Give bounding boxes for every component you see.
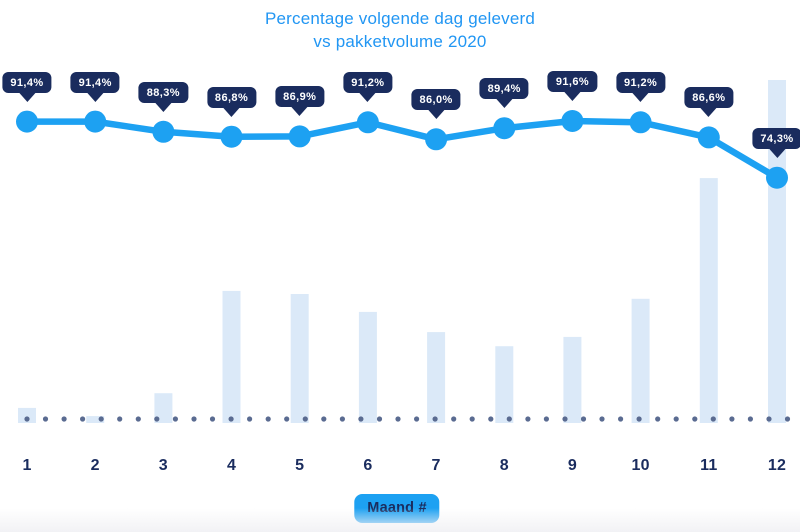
baseline-dot xyxy=(172,416,178,422)
baseline-dot xyxy=(525,416,531,422)
line-marker-month-3 xyxy=(152,120,175,143)
line-marker-month-2 xyxy=(84,110,107,133)
volume-bar-month-4 xyxy=(222,290,241,423)
volume-bar-month-5 xyxy=(290,294,309,423)
x-tick-label-6: 6 xyxy=(363,457,373,474)
volume-bar-month-11 xyxy=(699,178,718,423)
baseline-dot xyxy=(655,416,661,422)
line-marker-month-5 xyxy=(288,125,311,148)
baseline-dot xyxy=(98,416,104,422)
line-marker-month-10 xyxy=(629,111,652,134)
volume-bar-series xyxy=(18,80,786,423)
baseline-dot xyxy=(339,416,345,422)
baseline-dot xyxy=(358,416,364,422)
line-marker-month-1 xyxy=(16,110,38,133)
x-tick-label-11: 11 xyxy=(700,457,718,474)
baseline-dot xyxy=(636,416,642,422)
value-badge-month-3: 88,3% xyxy=(138,81,188,103)
x-tick-label-10: 10 xyxy=(631,457,650,474)
baseline-dot xyxy=(80,416,86,422)
baseline-dot xyxy=(432,416,438,422)
baseline-dot xyxy=(469,416,475,422)
delivery-percentage-line xyxy=(23,117,781,181)
baseline-dot xyxy=(766,416,772,422)
dotted-baseline xyxy=(24,416,791,422)
baseline-dot xyxy=(376,416,383,422)
baseline-dot xyxy=(247,416,253,422)
value-badge-month-12: 74,3% xyxy=(752,127,800,149)
value-badge-month-2: 91,4% xyxy=(70,71,120,93)
volume-bar-month-12 xyxy=(768,80,786,423)
value-badge-month-6: 91,2% xyxy=(343,72,393,94)
value-badge-month-1: 91,4% xyxy=(2,71,52,93)
x-tick-label-8: 8 xyxy=(499,457,509,474)
baseline-dot xyxy=(284,416,290,422)
baseline-dot xyxy=(265,416,271,422)
volume-bar-month-2 xyxy=(86,416,105,423)
baseline-dot xyxy=(506,416,512,422)
value-badge-month-10: 91,2% xyxy=(616,72,666,94)
x-tick-label-2: 2 xyxy=(90,457,100,474)
baseline-dot xyxy=(302,416,308,422)
volume-bar-month-8 xyxy=(495,346,514,423)
baseline-dot xyxy=(451,416,457,422)
baseline-dot xyxy=(729,416,735,422)
chart-title-line1: Percentage volgende dag geleverd xyxy=(264,9,536,28)
x-tick-label-3: 3 xyxy=(158,457,168,474)
volume-bar-month-1 xyxy=(18,407,36,423)
line-marker-month-7 xyxy=(425,128,448,151)
chart-title: Percentage volgende dag geleverd vs pakk… xyxy=(0,7,800,53)
value-badge-month-4: 86,8% xyxy=(206,86,257,108)
baseline-dot xyxy=(784,416,791,422)
baseline-dot xyxy=(209,416,216,422)
baseline-dot xyxy=(618,416,624,422)
baseline-dot xyxy=(321,416,327,422)
baseline-dot xyxy=(191,416,197,422)
volume-bar-month-7 xyxy=(427,332,446,423)
value-badge-month-7: 86,0% xyxy=(411,89,461,111)
baseline-dot xyxy=(154,416,160,422)
line-marker-month-8 xyxy=(493,117,516,140)
line-marker-month-6 xyxy=(356,111,379,134)
baseline-dot xyxy=(543,416,550,422)
x-tick-label-4: 4 xyxy=(226,457,237,474)
x-tick-label-1: 1 xyxy=(22,457,32,474)
line-marker-month-11 xyxy=(697,126,720,149)
baseline-dot xyxy=(673,416,679,422)
baseline-dot xyxy=(395,416,401,422)
x-tick-label-5: 5 xyxy=(295,457,305,474)
baseline-dot xyxy=(117,416,123,422)
baseline-dot xyxy=(42,416,49,422)
volume-bar-month-10 xyxy=(631,298,650,423)
baseline-dot xyxy=(692,416,698,422)
baseline-dot xyxy=(599,416,605,422)
baseline-dot xyxy=(488,416,494,422)
baseline-dot xyxy=(747,416,754,422)
value-badge-month-8: 89,4% xyxy=(479,78,529,100)
baseline-dot xyxy=(135,416,141,422)
baseline-dot xyxy=(580,416,587,422)
baseline-dot xyxy=(414,416,420,422)
chart-title-line2: vs pakketvolume 2020 xyxy=(313,32,487,51)
baseline-dot xyxy=(562,416,568,422)
volume-bar-month-9 xyxy=(563,336,582,423)
value-badge-month-9: 91,6% xyxy=(547,70,598,92)
baseline-dot xyxy=(61,416,67,422)
x-tick-label-12: 12 xyxy=(767,457,787,474)
volume-bar-month-6 xyxy=(358,311,377,423)
x-tick-label-9: 9 xyxy=(567,457,577,474)
line-marker-month-12 xyxy=(766,166,788,189)
value-badge-month-5: 86,9% xyxy=(275,86,325,108)
volume-bar-month-3 xyxy=(154,393,173,423)
baseline-dot xyxy=(24,416,30,422)
baseline-dot xyxy=(228,416,234,422)
x-tick-label-7: 7 xyxy=(431,457,441,474)
line-marker-month-9 xyxy=(561,110,584,132)
baseline-dot xyxy=(710,416,716,422)
line-marker-month-4 xyxy=(220,125,243,148)
x-axis-title-badge: Maand # xyxy=(354,494,440,523)
value-badge-month-11: 86,6% xyxy=(684,87,734,109)
